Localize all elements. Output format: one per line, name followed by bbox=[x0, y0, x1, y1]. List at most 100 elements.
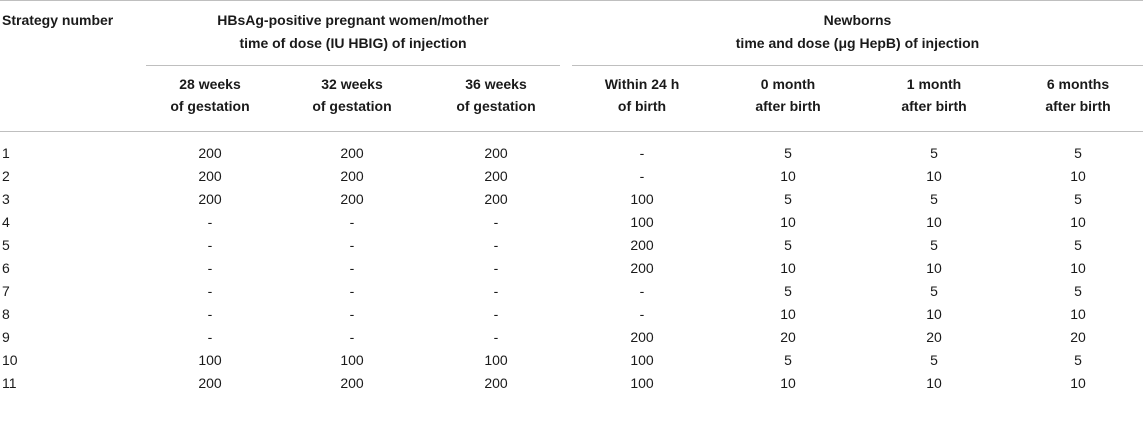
subheader-1-month: 1 month after birth bbox=[872, 73, 996, 117]
cell-1m: 5 bbox=[930, 237, 938, 253]
cell-24h: - bbox=[639, 145, 645, 161]
cell-6m: 10 bbox=[1070, 375, 1086, 391]
cell-0m: 5 bbox=[784, 352, 792, 368]
cell-0m: 5 bbox=[784, 283, 792, 299]
cell-6m: 10 bbox=[1070, 168, 1086, 184]
cell-strategy: 8 bbox=[2, 306, 10, 322]
cell-1m: 10 bbox=[926, 168, 942, 184]
cell-6m: 20 bbox=[1070, 329, 1086, 345]
cell-32w: 200 bbox=[340, 191, 364, 207]
cell-36w: 200 bbox=[484, 191, 508, 207]
cell-32w: 200 bbox=[340, 145, 364, 161]
cell-28w: - bbox=[207, 283, 213, 299]
cell-strategy: 3 bbox=[2, 191, 10, 207]
subheader-32-weeks: 32 weeks of gestation bbox=[290, 73, 414, 117]
cell-1m: 10 bbox=[926, 260, 942, 276]
strategy-number-header: Strategy number bbox=[2, 12, 114, 28]
cell-strategy: 4 bbox=[2, 214, 10, 230]
cell-strategy: 1 bbox=[2, 145, 10, 161]
subheader-line: of gestation bbox=[456, 98, 536, 114]
cell-28w: 100 bbox=[198, 352, 222, 368]
cell-32w: - bbox=[349, 260, 355, 276]
cell-1m: 10 bbox=[926, 375, 942, 391]
table-row: 10 100 100 100 100 5 5 5 bbox=[0, 349, 1143, 371]
cell-24h: 100 bbox=[630, 375, 654, 391]
cell-24h: - bbox=[639, 168, 645, 184]
subheader-line: 0 month bbox=[760, 76, 816, 92]
newborn-group-header: Newborns time and dose (μg HepB) of inje… bbox=[572, 9, 1143, 55]
subheader-line: after birth bbox=[755, 98, 821, 114]
cell-24h: 100 bbox=[630, 191, 654, 207]
subheader-line: 36 weeks bbox=[465, 76, 527, 92]
cell-6m: 5 bbox=[1074, 191, 1082, 207]
cell-strategy: 6 bbox=[2, 260, 10, 276]
cell-1m: 5 bbox=[930, 283, 938, 299]
cell-24h: 100 bbox=[630, 214, 654, 230]
cell-1m: 5 bbox=[930, 352, 938, 368]
subheader-36-weeks: 36 weeks of gestation bbox=[434, 73, 558, 117]
table-row: 11 200 200 200 100 10 10 10 bbox=[0, 372, 1143, 394]
mother-group-header: HBsAg-positive pregnant women/mother tim… bbox=[146, 9, 560, 55]
cell-32w: - bbox=[349, 306, 355, 322]
cell-28w: 200 bbox=[198, 375, 222, 391]
cell-24h: 200 bbox=[630, 329, 654, 345]
cell-0m: 10 bbox=[780, 306, 796, 322]
cell-36w: - bbox=[493, 214, 499, 230]
subheader-line: Within 24 h bbox=[604, 76, 680, 92]
header-bottom-rule bbox=[0, 131, 1143, 132]
cell-24h: - bbox=[639, 283, 645, 299]
subheader-line: 1 month bbox=[906, 76, 962, 92]
cell-28w: - bbox=[207, 214, 213, 230]
subheader-0-month: 0 month after birth bbox=[726, 73, 850, 117]
table-row: 9 - - - 200 20 20 20 bbox=[0, 326, 1143, 348]
cell-0m: 10 bbox=[780, 260, 796, 276]
cell-36w: 200 bbox=[484, 168, 508, 184]
cell-0m: 10 bbox=[780, 214, 796, 230]
subheader-line: 28 weeks bbox=[179, 76, 241, 92]
cell-36w: - bbox=[493, 306, 499, 322]
cell-1m: 20 bbox=[926, 329, 942, 345]
cell-1m: 5 bbox=[930, 191, 938, 207]
cell-strategy: 7 bbox=[2, 283, 10, 299]
table-row: 4 - - - 100 10 10 10 bbox=[0, 211, 1143, 233]
cell-0m: 5 bbox=[784, 191, 792, 207]
cell-28w: 200 bbox=[198, 145, 222, 161]
cell-strategy: 2 bbox=[2, 168, 10, 184]
cell-6m: 5 bbox=[1074, 352, 1082, 368]
mother-header-line1: HBsAg-positive pregnant women/mother bbox=[217, 12, 489, 28]
subheader-line: 6 months bbox=[1046, 76, 1110, 92]
cell-24h: 200 bbox=[630, 237, 654, 253]
cell-6m: 5 bbox=[1074, 283, 1082, 299]
subheader-line: after birth bbox=[901, 98, 967, 114]
table-row: 5 - - - 200 5 5 5 bbox=[0, 234, 1143, 256]
cell-36w: 200 bbox=[484, 145, 508, 161]
cell-28w: - bbox=[207, 329, 213, 345]
cell-6m: 5 bbox=[1074, 237, 1082, 253]
cell-1m: 5 bbox=[930, 145, 938, 161]
cell-28w: - bbox=[207, 306, 213, 322]
cell-32w: 200 bbox=[340, 168, 364, 184]
cell-6m: 10 bbox=[1070, 214, 1086, 230]
cell-1m: 10 bbox=[926, 214, 942, 230]
cell-36w: 100 bbox=[484, 352, 508, 368]
table-row: 2 200 200 200 - 10 10 10 bbox=[0, 165, 1143, 187]
newborn-header-line1: Newborns bbox=[823, 12, 892, 28]
subheader-line: of gestation bbox=[170, 98, 250, 114]
cell-32w: - bbox=[349, 237, 355, 253]
cell-32w: - bbox=[349, 214, 355, 230]
subheader-within-24h: Within 24 h of birth bbox=[580, 73, 704, 117]
newborn-group-rule bbox=[572, 65, 1143, 66]
cell-32w: 100 bbox=[340, 352, 364, 368]
cell-24h: 100 bbox=[630, 352, 654, 368]
cell-24h: - bbox=[639, 306, 645, 322]
newborn-header-line2: time and dose (μg HepB) of injection bbox=[735, 35, 980, 51]
cell-28w: 200 bbox=[198, 168, 222, 184]
cell-0m: 10 bbox=[780, 168, 796, 184]
subheader-6-months: 6 months after birth bbox=[1016, 73, 1140, 117]
table-row: 6 - - - 200 10 10 10 bbox=[0, 257, 1143, 279]
cell-1m: 10 bbox=[926, 306, 942, 322]
cell-strategy: 9 bbox=[2, 329, 10, 345]
subheader-line: of gestation bbox=[312, 98, 392, 114]
cell-0m: 5 bbox=[784, 237, 792, 253]
